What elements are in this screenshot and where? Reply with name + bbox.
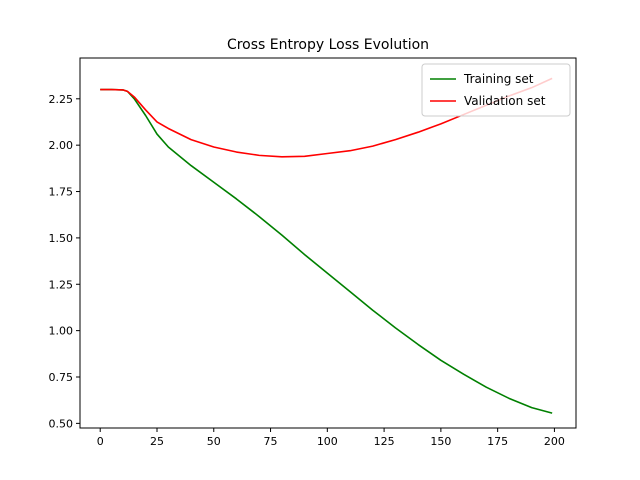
y-tick-label: 0.50 [49,417,74,430]
x-tick-label: 200 [544,435,565,448]
y-tick-label: 2.25 [49,93,74,106]
y-tick-label: 1.25 [49,278,74,291]
series-line-training-set [100,88,553,414]
y-tick-label: 1.50 [49,232,74,245]
y-tick-label: 2.00 [49,139,74,152]
y-tick-label: 0.75 [49,371,74,384]
plot-frame [79,57,577,429]
chart-title: Cross Entropy Loss Evolution [227,37,429,53]
legend-label: Validation set [464,94,546,108]
y-tick-label: 1.00 [49,325,74,338]
x-tick-label: 150 [430,435,451,448]
x-tick-label: 125 [374,435,395,448]
legend-box [421,63,571,117]
x-tick-label: 50 [207,435,221,448]
x-tick-label: 100 [317,435,338,448]
x-axis: 0 25 50 75 100 125 150 175 200 [97,428,565,448]
x-tick-label: 75 [264,435,278,448]
x-tick-label: 0 [97,435,104,448]
legend-label: Training set [463,72,534,86]
y-tick-label: 1.75 [49,186,74,199]
x-tick-label: 25 [150,435,164,448]
legend: Training set Validation set [421,63,571,117]
series-layer [100,77,553,414]
y-axis: 0.50 0.75 1.00 1.25 1.50 1.75 2.00 2.25 [49,93,80,430]
x-tick-label: 175 [487,435,508,448]
